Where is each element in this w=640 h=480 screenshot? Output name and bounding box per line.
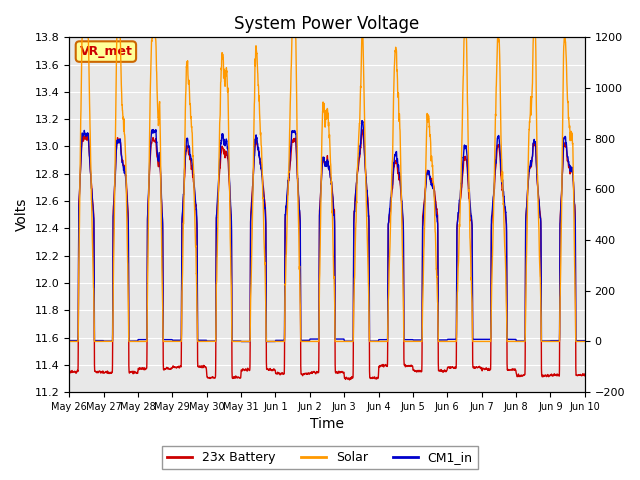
Line: 23x Battery: 23x Battery: [69, 130, 585, 380]
CM1_in: [414, 337, 422, 343]
Solar: [65, 338, 73, 344]
Legend: 23x Battery, Solar, CM1_in: 23x Battery, Solar, CM1_in: [163, 446, 477, 469]
X-axis label: Time: Time: [310, 418, 344, 432]
Solar: [308, 338, 316, 344]
CM1_in: [358, 118, 366, 123]
Y-axis label: Volts: Volts: [15, 198, 29, 231]
23x Battery: [581, 373, 589, 379]
Solar: [472, 338, 479, 344]
CM1_in: [580, 338, 588, 344]
Solar: [581, 338, 589, 344]
CM1_in: [308, 336, 316, 342]
CM1_in: [581, 338, 589, 344]
23x Battery: [414, 368, 422, 373]
CM1_in: [158, 206, 166, 212]
CM1_in: [237, 339, 245, 345]
23x Battery: [443, 368, 451, 374]
CM1_in: [443, 337, 451, 343]
CM1_in: [472, 336, 479, 342]
Solar: [580, 338, 588, 344]
23x Battery: [158, 204, 166, 210]
23x Battery: [472, 364, 479, 370]
Solar: [158, 265, 166, 271]
23x Battery: [308, 369, 316, 375]
23x Battery: [580, 371, 588, 377]
Text: VR_met: VR_met: [79, 45, 132, 58]
Line: Solar: Solar: [69, 37, 585, 341]
23x Battery: [346, 377, 353, 383]
CM1_in: [65, 338, 73, 344]
23x Battery: [358, 127, 366, 132]
Solar: [79, 35, 86, 40]
23x Battery: [65, 370, 73, 375]
Title: System Power Voltage: System Power Voltage: [234, 15, 420, 33]
Line: CM1_in: CM1_in: [69, 120, 585, 342]
Solar: [414, 338, 422, 344]
Solar: [442, 338, 450, 344]
